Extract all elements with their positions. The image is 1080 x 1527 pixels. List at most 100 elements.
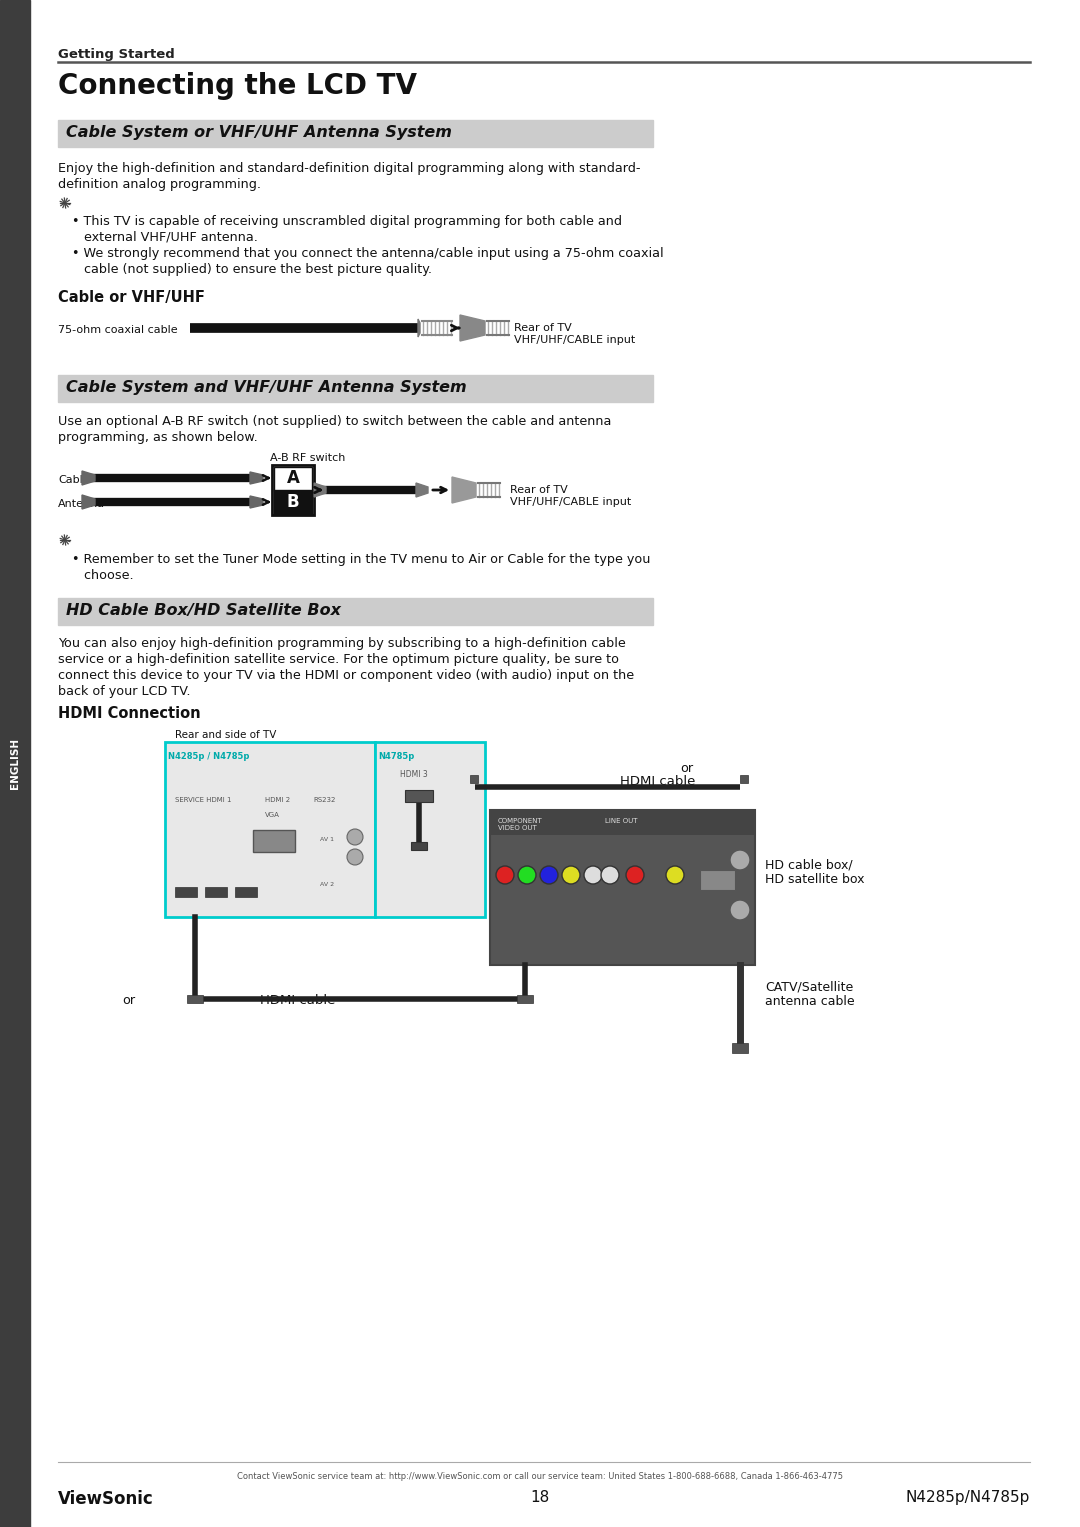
- Circle shape: [666, 866, 684, 884]
- Circle shape: [496, 866, 514, 884]
- Text: VHF/UHF/CABLE input: VHF/UHF/CABLE input: [510, 496, 631, 507]
- Text: HDMI 3: HDMI 3: [400, 770, 428, 779]
- Circle shape: [562, 866, 580, 884]
- Bar: [58, 599, 653, 625]
- Text: Rear of TV: Rear of TV: [514, 324, 571, 333]
- Text: You can also enjoy high-definition programming by subscribing to a high-definiti: You can also enjoy high-definition progr…: [58, 637, 625, 651]
- Polygon shape: [249, 472, 264, 484]
- Polygon shape: [460, 315, 485, 341]
- Bar: [411, 841, 427, 851]
- Text: Rear of TV: Rear of TV: [510, 486, 568, 495]
- Text: or: or: [680, 762, 693, 776]
- Bar: [700, 870, 735, 890]
- Circle shape: [518, 866, 536, 884]
- Bar: [490, 809, 755, 965]
- Text: AV 1: AV 1: [320, 837, 334, 841]
- Text: RS232: RS232: [313, 797, 336, 803]
- Bar: [274, 490, 312, 515]
- Bar: [165, 742, 375, 918]
- Text: HD satellite box: HD satellite box: [765, 873, 864, 886]
- Text: N4285p / N4785p: N4285p / N4785p: [168, 751, 249, 760]
- Circle shape: [626, 866, 644, 884]
- Bar: [272, 466, 314, 515]
- Bar: [274, 467, 312, 492]
- Bar: [517, 996, 534, 1003]
- Text: 18: 18: [530, 1490, 550, 1506]
- Text: • Remember to set the Tuner Mode setting in the TV menu to Air or Cable for the : • Remember to set the Tuner Mode setting…: [72, 553, 650, 567]
- Text: back of your LCD TV.: back of your LCD TV.: [58, 686, 190, 698]
- Circle shape: [540, 866, 558, 884]
- Text: Cable System and VHF/UHF Antenna System: Cable System and VHF/UHF Antenna System: [66, 380, 467, 395]
- Bar: [740, 776, 748, 783]
- Text: Connecting the LCD TV: Connecting the LCD TV: [58, 72, 417, 99]
- Bar: [58, 121, 653, 147]
- Text: B: B: [286, 493, 299, 512]
- Bar: [375, 742, 485, 918]
- Bar: [0, 0, 30, 1527]
- Text: HDMI cable: HDMI cable: [620, 776, 696, 788]
- Text: or: or: [122, 994, 135, 1006]
- Text: Enjoy the high-definition and standard-definition digital programming along with: Enjoy the high-definition and standard-d…: [58, 162, 640, 176]
- Polygon shape: [416, 483, 428, 496]
- Text: ENGLISH: ENGLISH: [10, 738, 21, 788]
- Bar: [253, 831, 295, 852]
- Bar: [58, 376, 653, 402]
- Circle shape: [584, 866, 602, 884]
- Bar: [235, 887, 257, 896]
- Circle shape: [730, 851, 750, 870]
- Text: Getting Started: Getting Started: [58, 47, 175, 61]
- Bar: [470, 776, 478, 783]
- Polygon shape: [453, 476, 476, 502]
- Text: antenna cable: antenna cable: [765, 996, 854, 1008]
- Polygon shape: [418, 319, 420, 337]
- Text: Use an optional A-B RF switch (not supplied) to switch between the cable and ant: Use an optional A-B RF switch (not suppl…: [58, 415, 611, 428]
- Text: N4285p/N4785p: N4285p/N4785p: [906, 1490, 1030, 1506]
- Text: • This TV is capable of receiving unscrambled digital programming for both cable: • This TV is capable of receiving unscra…: [72, 215, 622, 228]
- Text: HDMI 2: HDMI 2: [265, 797, 291, 803]
- Circle shape: [600, 866, 619, 884]
- Text: Contact ViewSonic service team at: http://www.ViewSonic.com or call our service : Contact ViewSonic service team at: http:…: [237, 1472, 843, 1481]
- Bar: [490, 809, 755, 835]
- Text: service or a high-definition satellite service. For the optimum picture quality,: service or a high-definition satellite s…: [58, 654, 619, 666]
- Bar: [205, 887, 227, 896]
- Text: programming, as shown below.: programming, as shown below.: [58, 431, 258, 444]
- Text: ViewSonic: ViewSonic: [58, 1490, 153, 1509]
- Text: AV 2: AV 2: [320, 883, 334, 887]
- Text: VGA: VGA: [265, 812, 280, 818]
- Text: VHF/UHF/CABLE input: VHF/UHF/CABLE input: [514, 334, 635, 345]
- Text: N4785p: N4785p: [378, 751, 415, 760]
- Circle shape: [347, 829, 363, 844]
- Bar: [187, 996, 203, 1003]
- Text: A-B RF switch: A-B RF switch: [270, 454, 346, 463]
- Circle shape: [730, 899, 750, 919]
- Text: HDMI cable: HDMI cable: [260, 994, 336, 1006]
- Text: external VHF/UHF antenna.: external VHF/UHF antenna.: [72, 231, 258, 244]
- Circle shape: [347, 849, 363, 864]
- Text: Cable: Cable: [58, 475, 90, 486]
- Text: definition analog programming.: definition analog programming.: [58, 179, 261, 191]
- Polygon shape: [314, 483, 326, 496]
- Text: HDMI Connection: HDMI Connection: [58, 705, 201, 721]
- Text: choose.: choose.: [72, 570, 134, 582]
- Text: 75-ohm coaxial cable: 75-ohm coaxial cable: [58, 325, 177, 334]
- Bar: [732, 1043, 748, 1054]
- Text: CATV/Satellite: CATV/Satellite: [765, 980, 853, 993]
- Text: A: A: [286, 469, 299, 487]
- Text: cable (not supplied) to ensure the best picture quality.: cable (not supplied) to ensure the best …: [72, 263, 432, 276]
- Text: LINE OUT: LINE OUT: [605, 818, 637, 825]
- Bar: [405, 789, 433, 802]
- Text: Cable System or VHF/UHF Antenna System: Cable System or VHF/UHF Antenna System: [66, 125, 451, 140]
- Text: COMPONENT
VIDEO OUT: COMPONENT VIDEO OUT: [498, 818, 543, 831]
- Polygon shape: [249, 496, 264, 508]
- Polygon shape: [82, 495, 95, 508]
- Polygon shape: [82, 470, 95, 486]
- Text: SERVICE HDMI 1: SERVICE HDMI 1: [175, 797, 231, 803]
- Text: HD cable box/: HD cable box/: [765, 858, 852, 870]
- Bar: [175, 887, 197, 896]
- Text: HD Cable Box/HD Satellite Box: HD Cable Box/HD Satellite Box: [66, 603, 341, 618]
- Text: Antenna: Antenna: [58, 499, 105, 508]
- Text: Cable or VHF/UHF: Cable or VHF/UHF: [58, 290, 205, 305]
- Text: connect this device to your TV via the HDMI or component video (with audio) inpu: connect this device to your TV via the H…: [58, 669, 634, 683]
- Text: Rear and side of TV: Rear and side of TV: [175, 730, 276, 741]
- Text: • We strongly recommend that you connect the antenna/cable input using a 75-ohm : • We strongly recommend that you connect…: [72, 247, 663, 260]
